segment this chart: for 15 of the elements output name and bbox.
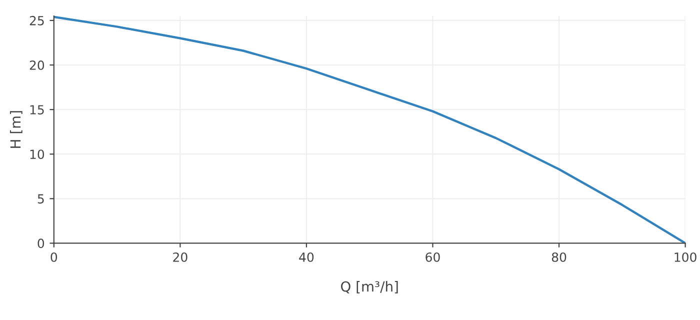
y-tick-label: 15: [30, 105, 44, 114]
x-tick-label: 60: [426, 252, 440, 262]
x-tick-label: 40: [299, 252, 314, 262]
y-tick-label: 10: [30, 150, 44, 160]
y-axis-title: H [m]: [10, 111, 22, 148]
y-tick-label: 25: [30, 16, 44, 26]
line-series: [54, 16, 686, 244]
x-tick-label: 80: [552, 252, 566, 262]
x-tick-label: 0: [50, 252, 58, 262]
x-tick-label: 100: [674, 252, 696, 262]
x-tick-label: 20: [173, 252, 188, 262]
y-tick-label: 0: [38, 238, 44, 248]
y-tick-label: 20: [30, 60, 44, 70]
x-axis-title: Q [m³/h]: [341, 280, 398, 294]
y-tick-label: 5: [38, 194, 44, 204]
